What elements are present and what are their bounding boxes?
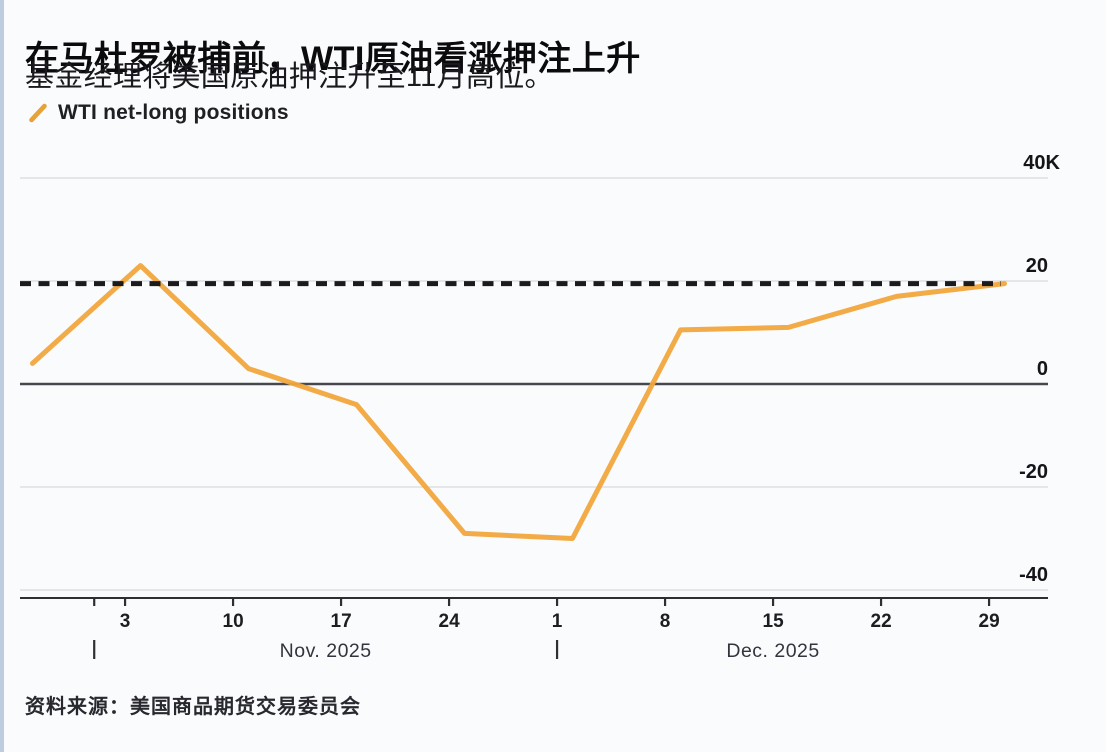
y-axis-label: 40K: [1023, 152, 1060, 174]
month-label: Dec. 2025: [726, 640, 819, 662]
x-axis-tick-label: 24: [439, 611, 461, 632]
x-axis-tick-label: 1: [552, 611, 563, 632]
x-axis-tick-label: 8: [660, 611, 671, 632]
page-title: 在马杜罗被捕前，WTI原油看涨押注上升: [25, 39, 641, 78]
series-line-icon: [29, 103, 47, 123]
page-subtitle: 基金经理将美国原油押注升至11月高位。: [25, 61, 554, 93]
legend-label: WTI net-long positions: [58, 101, 289, 124]
y-axis-label: 0: [1037, 358, 1048, 380]
y-axis-label: -20: [1019, 461, 1048, 483]
y-axis-label: -40: [1019, 564, 1048, 586]
x-axis-tick-label: 22: [871, 611, 892, 632]
x-axis-tick-label: 29: [979, 611, 1000, 632]
month-label: Nov. 2025: [280, 640, 372, 662]
x-axis-tick-label: 15: [763, 611, 785, 632]
y-axis-label: 20: [1026, 255, 1048, 277]
series-line: [30, 263, 1007, 541]
x-axis-tick-label: 3: [120, 611, 131, 632]
legend: WTI net-long positions: [27, 100, 289, 126]
source-note: 资料来源：美国商品期货交易委员会: [25, 696, 361, 718]
x-axis-tick-label: 10: [223, 611, 244, 632]
x-axis-tick-label: 17: [331, 611, 352, 632]
left-edge-strip: [0, 0, 4, 752]
